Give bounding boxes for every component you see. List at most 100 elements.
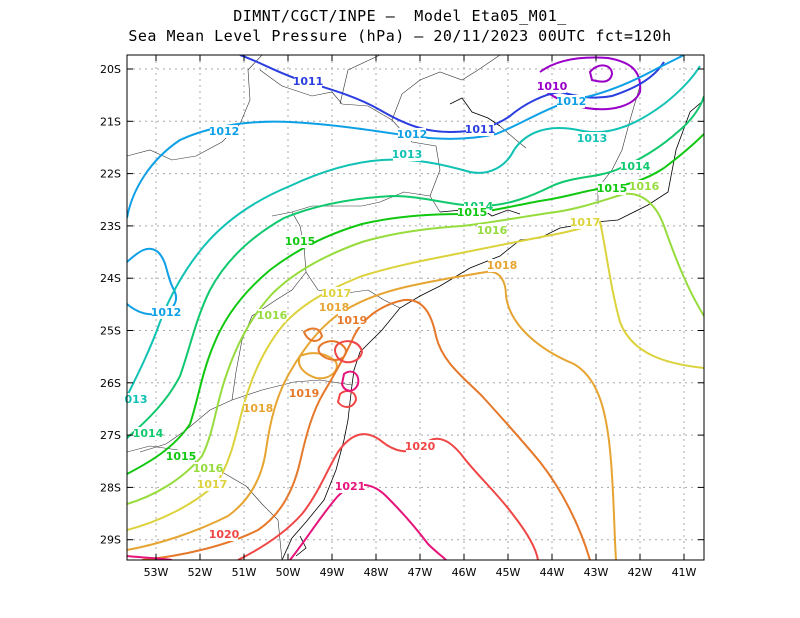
contour-label: 1021 xyxy=(335,480,366,493)
lon-tick-label: 49W xyxy=(320,566,345,579)
lon-tick-label: 43W xyxy=(584,566,609,579)
lon-tick-label: 47W xyxy=(408,566,433,579)
lon-tick-label: 42W xyxy=(628,566,653,579)
contour-label-bg xyxy=(406,440,434,453)
contour-label-bg xyxy=(122,393,150,406)
contour-label-bg xyxy=(621,160,649,173)
isobar-1021 xyxy=(127,483,447,560)
contour-label-bg xyxy=(167,450,195,463)
contour-label-bg xyxy=(210,125,238,138)
contour-label-bg xyxy=(294,75,322,88)
contour-label-bg xyxy=(538,80,566,93)
contour-label: 1019 xyxy=(337,314,368,327)
contour-label-bg xyxy=(630,180,658,193)
contour-label: 1015 xyxy=(285,235,316,248)
contour-label: 1012 xyxy=(397,128,428,141)
contour-label: 1016 xyxy=(477,224,508,237)
isobar-1019 xyxy=(141,298,591,560)
contour-label-bg xyxy=(458,206,486,219)
isobar-1016 xyxy=(127,192,704,505)
lon-tick-label: 53W xyxy=(144,566,169,579)
contour-label: 1015 xyxy=(597,182,628,195)
contour-label: 1013 xyxy=(577,132,608,145)
contour-labels: 1010 1011 1011 1012 1012 1012 1012 1013 1013 013 1… xyxy=(122,75,660,541)
axis-tick-labels: 53W 52W 51W 50W 49W 48W 47W 46W 45W 44W 43W 42W 41W 2… xyxy=(100,63,697,579)
grid-lines xyxy=(127,55,704,560)
contour-label: 1015 xyxy=(457,206,488,219)
isobar-1019-c1 xyxy=(302,327,324,342)
lat-tick-label: 29S xyxy=(100,534,121,547)
contour-label-bg xyxy=(134,427,162,440)
isobar-1021-blob xyxy=(340,370,360,392)
contour-label-bg xyxy=(244,402,272,415)
isobar-1020-blob2 xyxy=(336,390,358,408)
contour-label-bg xyxy=(258,309,286,322)
isobar-1018 xyxy=(127,270,617,560)
lat-tick-label: 20S xyxy=(100,63,121,76)
contour-label: 1020 xyxy=(209,528,240,541)
lon-tick-label: 50W xyxy=(276,566,301,579)
contour-label: 1011 xyxy=(293,75,324,88)
contour-label: 1016 xyxy=(193,462,224,475)
contour-label: 1016 xyxy=(257,309,288,322)
isobar-1018-blob xyxy=(298,352,338,380)
contour-label-bg xyxy=(598,182,626,195)
isobar-1020 xyxy=(237,433,539,560)
lat-tick-label: 23S xyxy=(100,220,121,233)
contour-label-bg xyxy=(152,306,180,319)
lon-tick-label: 45W xyxy=(496,566,521,579)
contour-label: 1016 xyxy=(629,180,660,193)
lat-tick-label: 26S xyxy=(100,377,121,390)
contour-label-bg xyxy=(336,480,364,493)
contour-label: 1017 xyxy=(197,478,228,491)
map-title-line1: DIMNT/CGCT/INPE – Model Eta05_M01_ xyxy=(233,7,567,25)
contour-label: 1018 xyxy=(319,301,350,314)
contour-label-bg xyxy=(322,287,350,300)
contour-label: 1013 xyxy=(392,148,423,161)
lon-tick-label: 48W xyxy=(364,566,389,579)
lat-tick-label: 24S xyxy=(100,272,121,285)
contour-label: 1019 xyxy=(289,387,320,400)
contour-label: 1018 xyxy=(243,402,274,415)
contour-label: 1012 xyxy=(556,95,587,108)
lat-tick-label: 28S xyxy=(100,481,121,494)
lat-tick-label: 25S xyxy=(100,325,121,338)
contour-label-bg xyxy=(398,128,426,141)
contour-label: 1011 xyxy=(465,123,496,136)
contour-label-bg xyxy=(557,95,585,108)
lon-tick-label: 51W xyxy=(232,566,257,579)
contour-label: 1018 xyxy=(487,259,518,272)
contour-label-bg xyxy=(571,216,599,229)
lon-tick-label: 52W xyxy=(188,566,213,579)
contour-label: 013 xyxy=(125,393,148,406)
contour-label-bg xyxy=(578,132,606,145)
contour-label: 1014 xyxy=(620,160,651,173)
lat-tick-label: 21S xyxy=(100,115,121,128)
contour-label-bg xyxy=(286,235,314,248)
isobar-1010-inner xyxy=(588,64,614,83)
contour-label-bg xyxy=(393,148,421,161)
isobar-1020-blob xyxy=(334,340,364,364)
contour-label-bg xyxy=(478,224,506,237)
contour-label: 1017 xyxy=(570,216,601,229)
contour-label-bg xyxy=(290,387,318,400)
contour-label: 1010 xyxy=(537,80,568,93)
contour-label: 1017 xyxy=(321,287,352,300)
isobar-1017 xyxy=(127,220,704,531)
contour-label-bg xyxy=(338,314,366,327)
contour-label-bg xyxy=(488,259,516,272)
lon-tick-label: 41W xyxy=(672,566,697,579)
contour-label-bg xyxy=(210,528,238,541)
contour-label-bg xyxy=(320,301,348,314)
map-title-line2: Sea Mean Level Pressure (hPa) – 20/11/20… xyxy=(128,27,672,45)
lon-tick-label: 44W xyxy=(540,566,565,579)
isobar-1012-loop xyxy=(127,247,177,316)
contour-label: 1020 xyxy=(405,440,436,453)
lat-tick-label: 22S xyxy=(100,168,121,181)
map-frame xyxy=(126,54,705,561)
contour-label: 1012 xyxy=(209,125,240,138)
lat-tick-label: 27S xyxy=(100,429,121,442)
axis-ticks xyxy=(127,55,704,560)
lon-tick-label: 46W xyxy=(452,566,477,579)
